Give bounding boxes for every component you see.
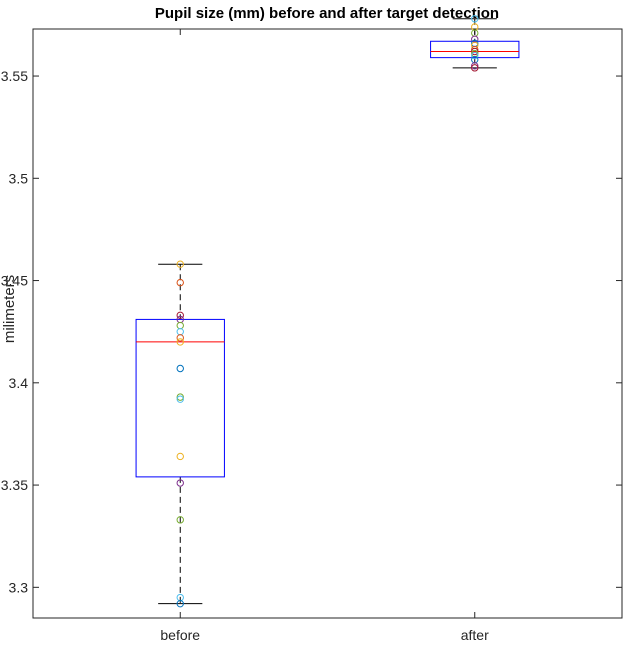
data-point [176,338,184,346]
x-axis: before after [160,29,489,643]
data-point [176,599,184,608]
data-point [176,260,184,268]
data-point [176,278,184,287]
box-before [135,260,225,608]
data-point [176,364,184,373]
data-point [176,479,184,487]
y-axis: 3.3 3.35 3.4 3.45 3.5 3.55 [1,68,622,595]
data-point [176,334,184,342]
x-tick-label: after [461,627,489,643]
y-tick-label: 3.4 [9,375,29,391]
data-point [471,15,479,23]
y-tick-label: 3.3 [9,579,29,595]
data-point [176,452,184,461]
plot-area-frame [32,28,623,619]
data-point [471,47,479,56]
x-tick-label: before [160,627,200,643]
iqr-box [135,318,225,478]
data-point [176,516,184,524]
y-tick-label: 3.5 [9,170,29,186]
y-tick-label: 3.45 [1,273,28,289]
y-tick-label: 3.35 [1,477,28,493]
data-point [471,62,479,70]
data-point [176,393,184,401]
data-point [471,51,479,60]
chart-title: Pupil size (mm) before and after target … [155,5,499,22]
data-point [471,64,479,72]
data-point [176,311,184,320]
y-tick-label: 3.55 [1,68,28,84]
data-point [176,321,184,330]
iqr-box [430,40,520,59]
data-point [176,327,184,336]
y-axis-label: milimeters [1,275,18,343]
data-point [176,395,184,403]
box-after [430,15,520,72]
box-series [135,15,520,608]
